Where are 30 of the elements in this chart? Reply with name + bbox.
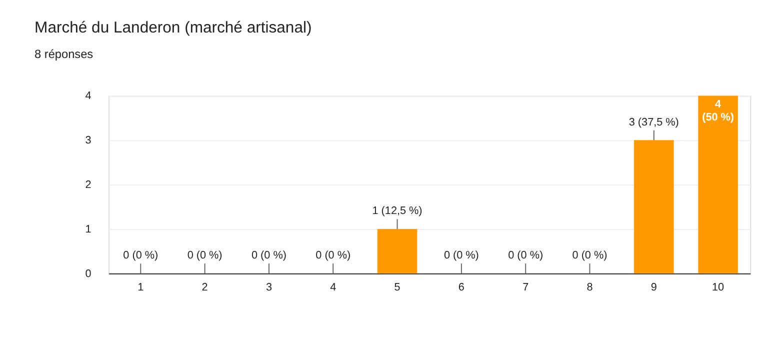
y-tick-label: 1: [85, 223, 92, 236]
x-tick-label: 2: [202, 282, 208, 294]
y-tick-label: 3: [85, 134, 92, 147]
data-label: 0 (0 %): [187, 250, 222, 262]
data-label: 1 (12,5 %): [372, 205, 422, 218]
data-label: 0 (0 %): [444, 250, 479, 262]
data-label: 0 (0 %): [251, 250, 286, 262]
data-label: 3 (37,5 %): [628, 116, 679, 128]
bar: [698, 96, 738, 274]
data-label: 0 (0 %): [123, 250, 158, 262]
y-tick-label: 4: [85, 90, 92, 102]
data-label: 4 (50 %): [702, 98, 734, 124]
x-tick-label: 9: [650, 282, 657, 294]
x-tick-label: 10: [712, 282, 724, 294]
chart-title: Marché du Landeron (marché artisanal): [34, 20, 312, 37]
x-tick-label: 1: [138, 282, 144, 294]
data-label: 0 (0 %): [316, 250, 351, 262]
data-label: 0 (0 %): [572, 250, 608, 262]
x-tick-label: 6: [458, 282, 464, 294]
x-tick-label: 5: [394, 282, 400, 294]
y-tick-label: 0: [85, 268, 92, 280]
x-tick-label: 8: [586, 282, 593, 294]
data-label: 0 (0 %): [508, 250, 544, 262]
bar: [377, 228, 418, 274]
x-tick-label: 4: [330, 282, 336, 294]
x-tick-label: 7: [522, 282, 529, 294]
y-tick-label: 2: [85, 179, 92, 192]
chart-subtitle: 8 réponses: [34, 47, 94, 62]
bar: [634, 140, 674, 274]
x-tick-label: 3: [266, 282, 272, 294]
